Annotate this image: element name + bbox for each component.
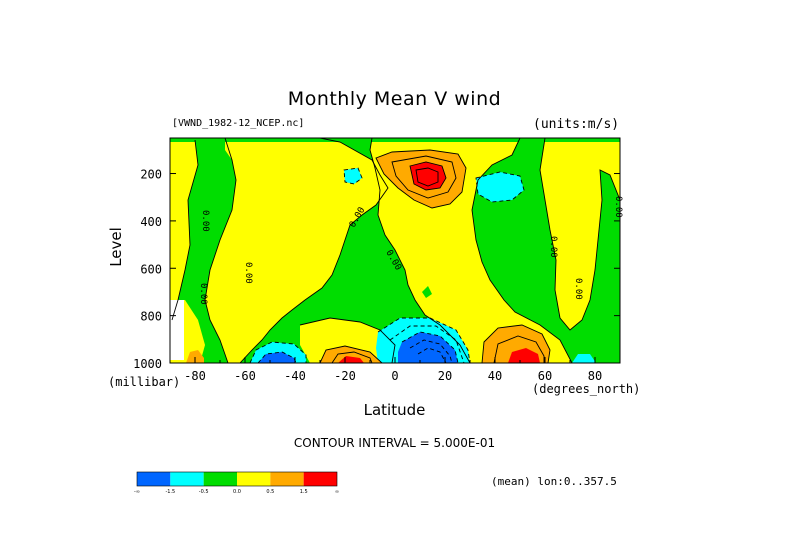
colorbar-tick-label: 0.5 [266,489,274,495]
region-yellow-south-edge [170,140,198,320]
x-axis-unit: (degrees_north) [532,382,641,396]
y-axis-label: Level [106,227,125,267]
y-tick-label: 800 [140,310,162,324]
region-blue-surface-tropics [398,332,458,363]
x-tick-label: -60 [234,369,256,383]
x-tick-label: 0 [391,369,398,383]
region-red-upper-tropics [410,162,446,190]
region-orange-surface-polar [186,350,204,363]
colorbar-tick-label: -∞ [134,489,140,495]
colorbar: -∞ -1.5 -0.5 0.0 0.5 1.5 ∞ [134,471,339,495]
colorbar-swatch [170,472,204,486]
colorbar-tick-label: 1.5 [300,489,308,495]
zero-label-7: 0.00 [573,278,583,300]
contour-interval-label: CONTOUR INTERVAL = 5.000E-01 [293,436,496,450]
region-missing [170,300,184,360]
x-tick-label: 20 [438,369,452,383]
y-tick-label: 400 [140,215,162,229]
colorbar-tick-label: 0.0 [233,489,241,495]
x-tick-label: -20 [334,369,356,383]
region-red-surface-nh [508,348,540,363]
zero-label-3: 0.00 [198,283,208,305]
colorbar-frame [136,471,338,487]
x-axis-label: Latitude [363,401,426,419]
region-yellow-subtropics-surface [300,318,395,363]
region-green-top-strip [170,138,620,142]
region-cyan-upper-nh [476,172,524,202]
zero-label-1: 0.00 [200,210,210,232]
colorbar-swatch [237,472,271,486]
y-tick-label: 200 [140,168,162,182]
region-cyan-surface-nh-polar [572,354,596,363]
chart-title: Monthly Mean V wind [287,88,502,110]
zero-label-2: 0.00 [243,262,253,284]
region-yellow-sh-band [205,138,388,363]
x-tick-label: 60 [538,369,552,383]
y-tick-label: 600 [140,262,162,276]
y-axis-unit: (millibar) [108,375,181,389]
colorbar-swatch [270,472,304,486]
x-tick-label: -80 [184,369,206,383]
zero-label-6: 0.00 [548,236,558,258]
colorbar-tick-label: -1.5 [165,489,175,495]
colorbar-swatch [137,472,171,486]
contour-fill-layer [170,138,620,363]
negative-contour-lines [249,167,525,363]
colorbar-swatch [303,472,337,486]
region-blue-surface-sh [258,352,296,363]
x-tick-label: -40 [284,369,306,383]
region-cyan-upper-sh [344,168,362,184]
x-tick-label: 80 [588,369,602,383]
region-orange-surface-sh [320,346,382,363]
colorbar-tick-label: -0.5 [199,489,209,495]
contour-lines [171,138,620,363]
y-axis: 200 400 600 800 1000 [133,168,620,371]
units-label: (units:m/s) [533,117,620,132]
x-tick-label: 40 [488,369,502,383]
zero-label-8: 0.00 [613,196,623,218]
y-tick-label: 1000 [133,357,162,371]
x-axis: -80 -60 -40 -20 0 20 40 60 80 [169,357,621,383]
mean-longitude-label: (mean) lon:0..357.5 [491,475,617,488]
dataset-file-label: [VWND_1982-12_NCEP.nc] [172,118,305,129]
colorbar-tick-label: ∞ [335,489,339,495]
region-yellow-midlevel-dot [422,286,432,298]
colorbar-swatch [203,472,237,486]
region-yellow-nh-polar [540,138,620,330]
